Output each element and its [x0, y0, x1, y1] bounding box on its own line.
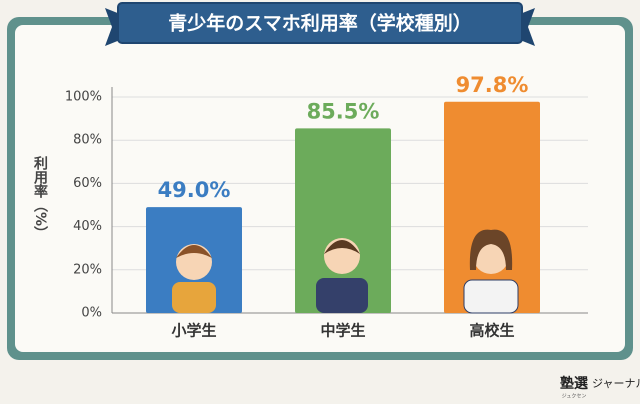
y-tick-label: 80% [73, 133, 102, 148]
y-tick-label: 0% [81, 306, 102, 321]
bars [146, 101, 540, 313]
illustrations [172, 229, 519, 314]
child-hair [324, 240, 360, 254]
x-tick-label: 高校生 [469, 322, 514, 340]
brand-name: ジャーナル [592, 377, 640, 390]
ribbon-left [105, 8, 120, 46]
bar [295, 128, 391, 313]
brand-ruby: ジュクセン [562, 394, 587, 400]
y-tick-label: 60% [73, 176, 102, 191]
value-label: 85.5% [307, 99, 380, 123]
y-axis-label: 利用率（%） [32, 155, 49, 240]
child-body [316, 278, 368, 313]
value-label: 49.0% [158, 178, 231, 202]
y-tick-label: 100% [65, 90, 102, 105]
y-tick-label: 40% [73, 219, 102, 234]
labels: 小学生 49.0% 中学生 85.5% 高校生 97.8% [158, 73, 529, 340]
title-banner [117, 2, 523, 44]
x-tick-label: 小学生 [171, 322, 216, 340]
brand-mark: 塾選 [560, 375, 588, 392]
value-label: 97.8% [456, 73, 529, 97]
bar [444, 101, 540, 313]
child-body [463, 279, 519, 314]
chart-title: 青少年のスマホ利用率（学校種別） [168, 12, 471, 35]
ribbon-right [520, 8, 535, 46]
child-hair [176, 245, 212, 258]
child-hair [469, 229, 513, 270]
y-tick-label: 20% [73, 262, 102, 277]
x-tick-label: 中学生 [320, 322, 365, 340]
child-body [172, 282, 216, 313]
